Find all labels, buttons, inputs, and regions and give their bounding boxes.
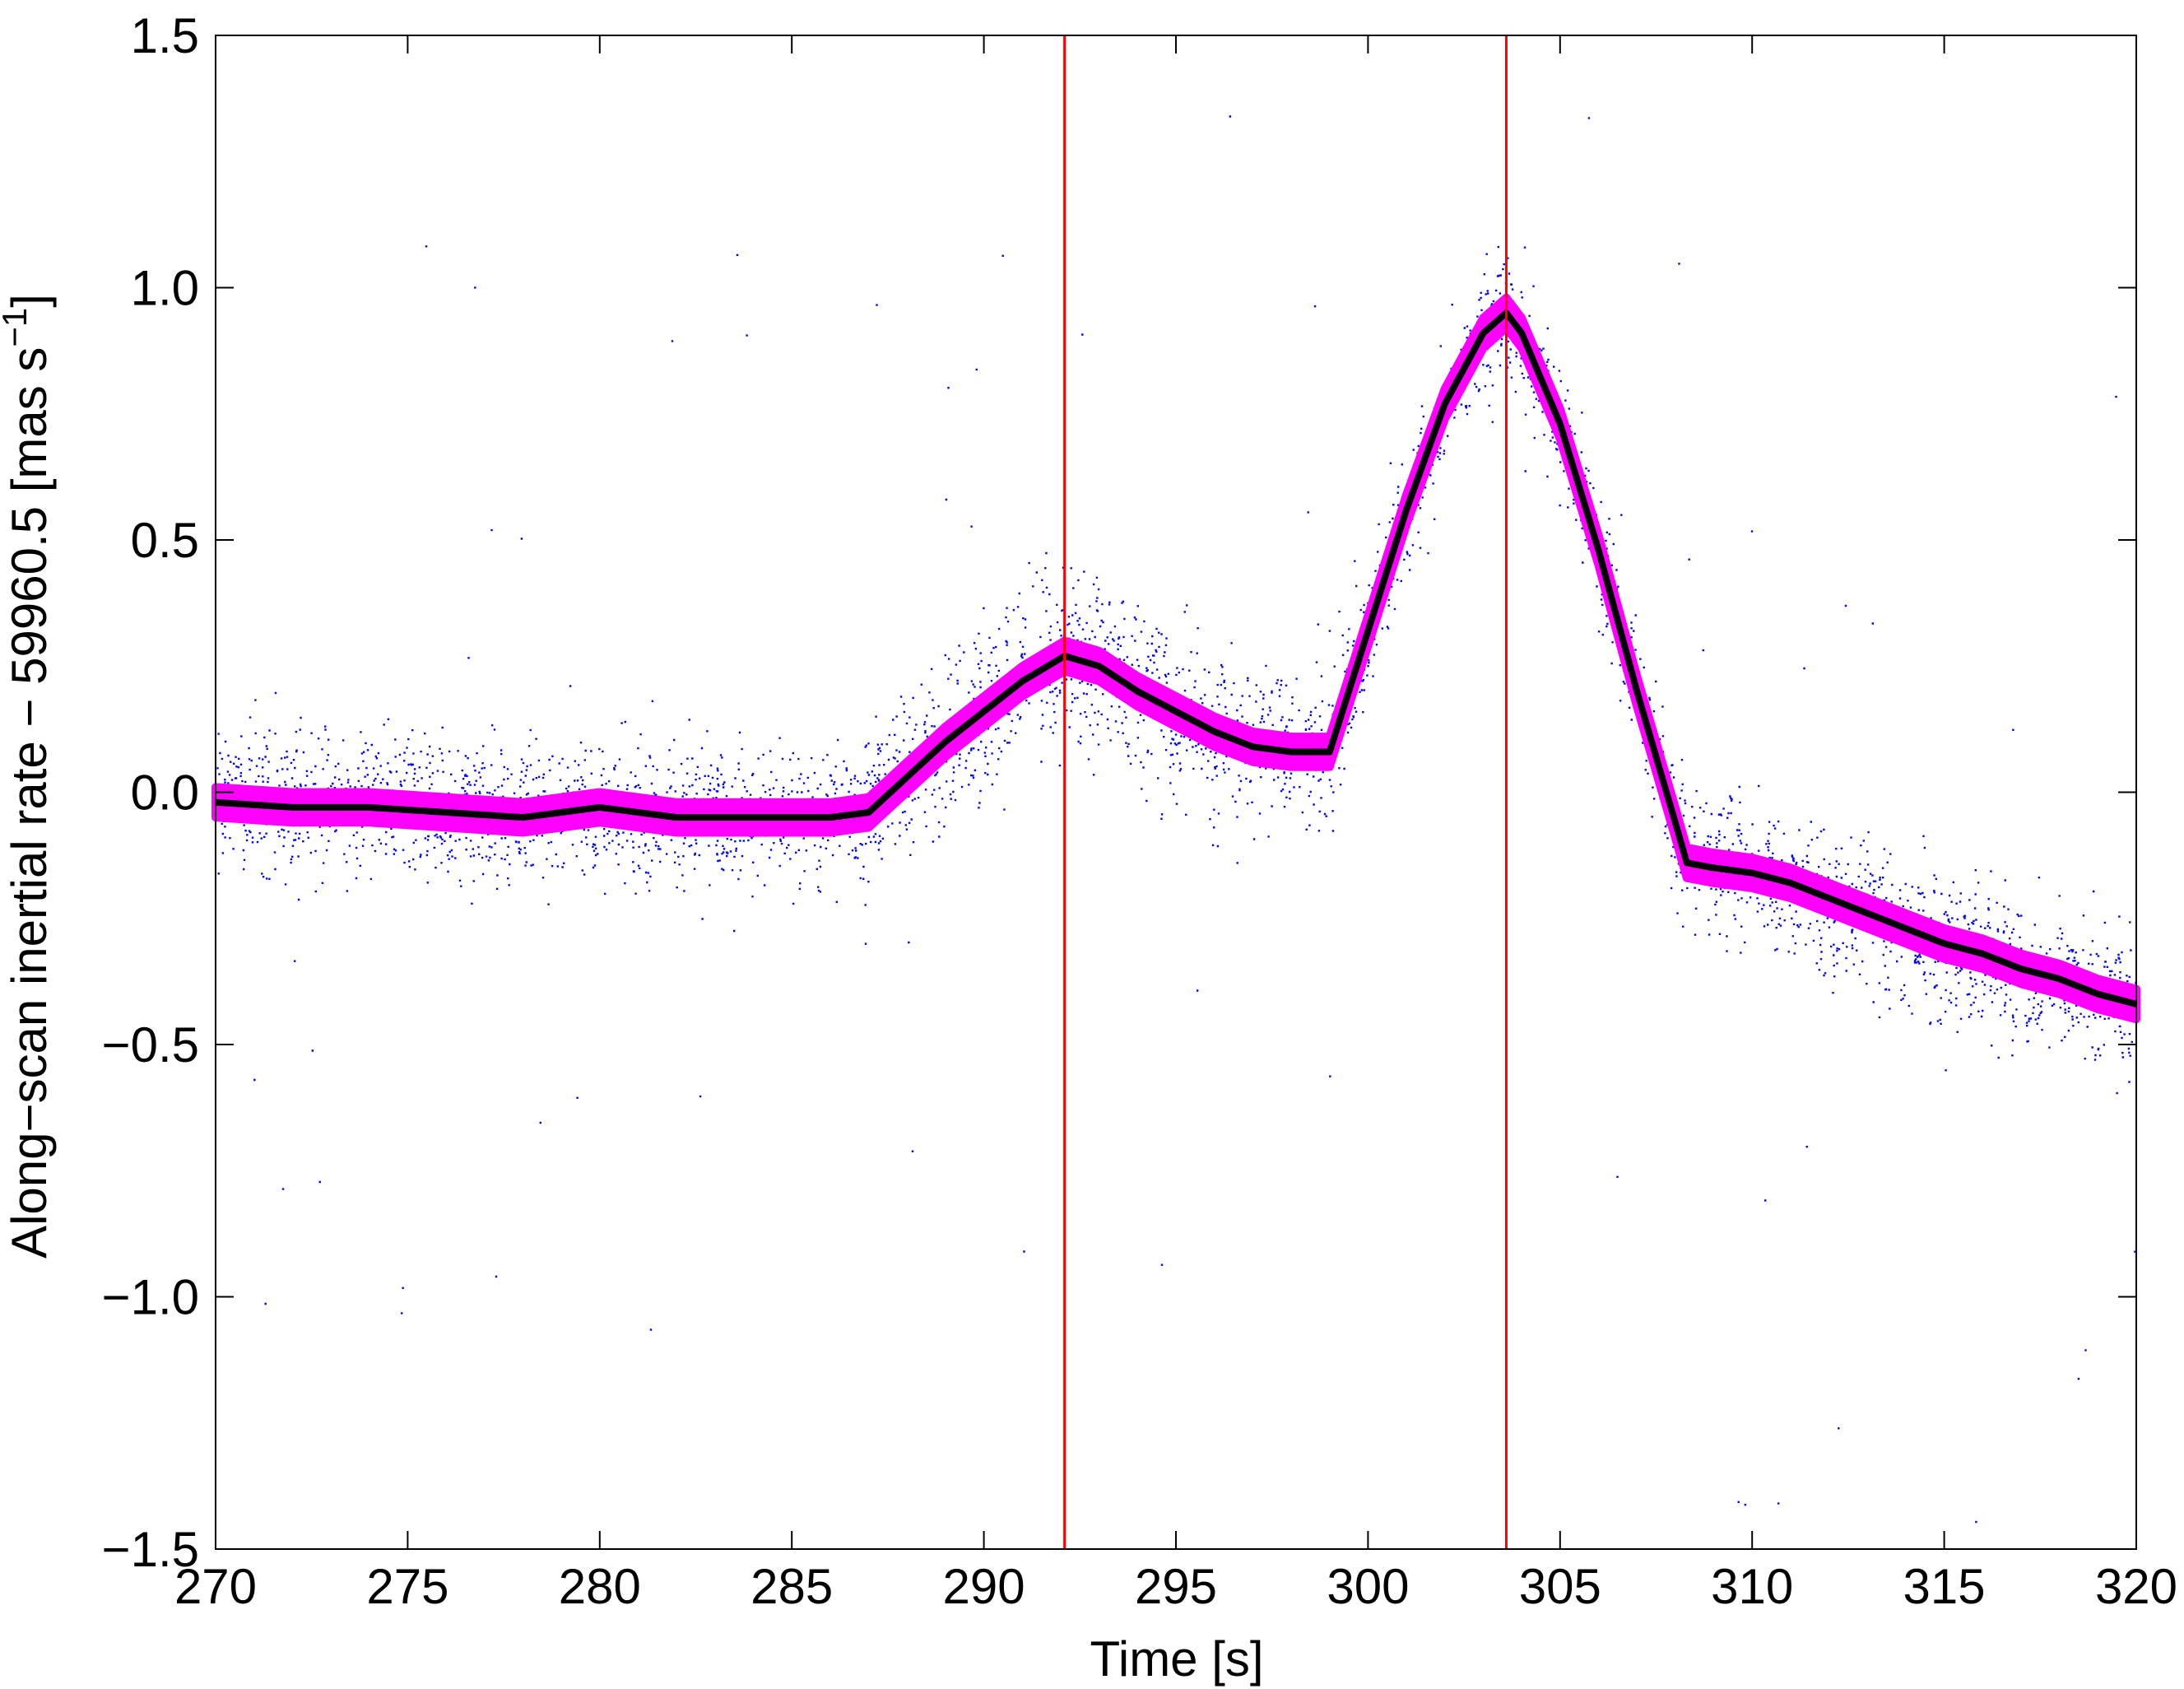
y-axis-label-superscript: −1	[0, 308, 34, 347]
y-tick-label: −1.0	[102, 1270, 199, 1325]
smoothed-band	[211, 293, 2140, 1024]
x-tick-label: 320	[2095, 1559, 2177, 1614]
y-tick-label: −1.5	[102, 1522, 199, 1577]
y-axis-label: Along−scan inertial rate − 59960.5 [mas …	[0, 294, 57, 1259]
y-tick-label: 1.5	[131, 8, 199, 63]
x-tick-label: 305	[1519, 1559, 1601, 1614]
y-axis-label-close: ]	[2, 294, 57, 308]
y-axis-label-main: Along−scan inertial rate − 59960.5 [mas …	[2, 347, 57, 1259]
magenta-band	[211, 293, 2140, 1024]
x-tick-label: 285	[750, 1559, 833, 1614]
axis-ticks	[215, 35, 2137, 1550]
y-tick-label: 1.0	[131, 261, 199, 316]
x-tick-label: 280	[559, 1559, 641, 1614]
y-tick-labels: −1.5 −1.0 −0.5 0.0 0.5 1.0 1.5	[102, 8, 199, 1577]
y-tick-label: 0.5	[131, 513, 199, 568]
y-tick-label: −0.5	[102, 1017, 199, 1072]
y-tick-label: 0.0	[131, 765, 199, 821]
vertical-markers	[1063, 35, 1508, 1549]
black-smoothed-line	[215, 309, 2138, 1007]
x-axis-label: Time [s]	[1090, 1631, 1263, 1687]
x-tick-label: 300	[1327, 1559, 1409, 1614]
x-tick-label: 290	[943, 1559, 1025, 1614]
x-tick-label: 295	[1135, 1559, 1217, 1614]
x-tick-label: 310	[1711, 1559, 1793, 1614]
x-tick-label: 275	[366, 1559, 448, 1614]
smoothed-line	[215, 309, 2138, 1007]
plot-frame	[215, 35, 2137, 1550]
x-tick-label: 270	[174, 1559, 257, 1614]
x-tick-labels: 270 275 280 285 290 295 300 305 310 315 320	[174, 1559, 2177, 1614]
x-tick-label: 315	[1903, 1559, 1986, 1614]
